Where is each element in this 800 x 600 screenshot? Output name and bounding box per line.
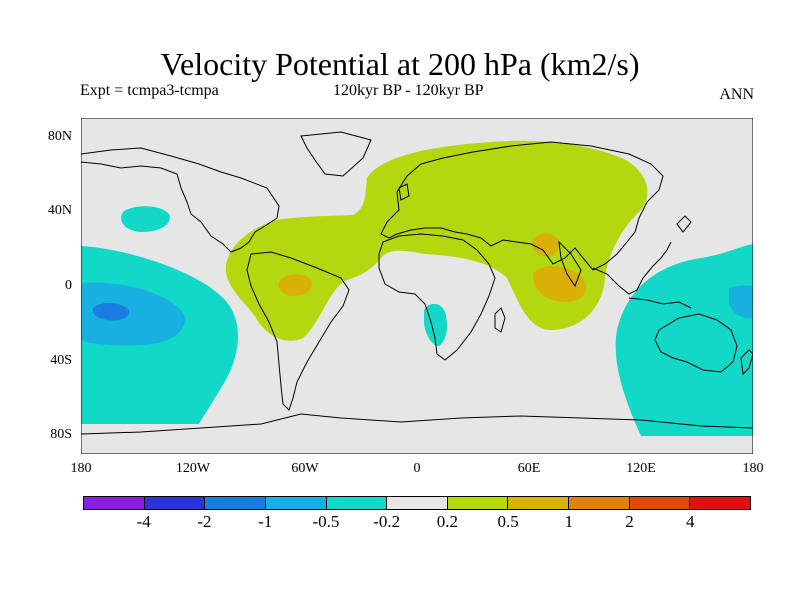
lat-label-equator: 0: [65, 278, 72, 293]
plot-title: Velocity Potential at 200 hPa (km2/s): [160, 46, 640, 82]
coast-north-america: [81, 147, 280, 253]
south-atlantic-negative-region: [424, 303, 447, 346]
coast-greenland: [300, 131, 372, 177]
indo-pacific-negative-region: [615, 244, 753, 436]
colorbar-swatch: [326, 497, 388, 509]
map-panel: [81, 118, 753, 454]
colorbar-label: -1: [258, 512, 273, 531]
lat-label-80s: 80S: [50, 427, 72, 443]
coast-japan: [676, 215, 692, 233]
coast-australia: [654, 313, 738, 373]
indian-ocean-positive-core: [533, 265, 586, 302]
colorbar-swatch: [205, 497, 266, 509]
lon-label-120e: 120E: [626, 461, 656, 476]
lon-label-180-west: 180: [70, 461, 92, 476]
lon-label-60w: 60W: [291, 461, 319, 476]
colorbar-swatch: [629, 497, 691, 509]
colorbar-swatch: [447, 497, 509, 509]
coast-indonesia: [628, 297, 692, 309]
amazon-positive-core: [278, 274, 312, 296]
pacific-negative-peak: [92, 302, 130, 321]
coast-british-isles: [398, 183, 410, 201]
colorbar: [83, 496, 751, 510]
coastlines: [81, 131, 753, 435]
season-label: ANN: [719, 86, 754, 103]
colorbar-label: 1: [564, 512, 574, 531]
coast-europe-asia: [380, 141, 664, 271]
colorbar-label: -0.2: [373, 512, 401, 531]
lon-label-180-east: 180: [742, 461, 764, 476]
lat-label-40n: 40N: [47, 203, 72, 219]
lon-label-120w: 120W: [175, 461, 211, 476]
colorbar-label: 0.5: [497, 512, 519, 531]
colorbar-label: 4: [686, 512, 695, 531]
colorbar-label: -4: [136, 512, 151, 531]
coast-southeast-asia: [592, 241, 672, 295]
colorbar-swatch: [508, 497, 570, 509]
lat-label-40s: 40S: [50, 352, 72, 368]
colorbar-swatch: [690, 497, 751, 509]
coast-india: [558, 240, 582, 288]
negative-anomaly-regions: [81, 206, 753, 436]
experiment-label: Expt = tcmpa3-tcmpa: [80, 82, 219, 99]
colorbar-swatch: [569, 497, 630, 509]
australia-negative-core: [729, 285, 753, 319]
india-positive-core: [532, 233, 560, 257]
colorbar-swatch: [387, 497, 448, 509]
lon-label-60e: 60E: [517, 461, 541, 476]
colorbar-label: 2: [625, 512, 634, 531]
velocity-potential-map: [81, 118, 753, 454]
colorbar-swatch: [84, 497, 145, 509]
north-pacific-negative-region: [121, 206, 170, 232]
colorbar-label: -0.5: [312, 512, 340, 531]
coast-new-zealand: [740, 349, 753, 376]
colorbar-swatch: [144, 497, 206, 509]
coast-madagascar: [494, 307, 506, 333]
pacific-negative-core: [81, 282, 185, 346]
coast-antarctica: [81, 413, 753, 435]
lon-label-0: 0: [413, 461, 421, 476]
positive-anomaly-regions: [225, 140, 648, 341]
colorbar-swatch: [265, 497, 327, 509]
coast-south-america: [246, 251, 350, 411]
lat-label-80n: 80N: [47, 128, 72, 144]
colorbar-label: -2: [197, 512, 212, 531]
colorbar-label: 0.2: [436, 512, 458, 531]
period-label: 120kyr BP - 120kyr BP: [333, 82, 484, 99]
coast-africa: [378, 233, 496, 361]
